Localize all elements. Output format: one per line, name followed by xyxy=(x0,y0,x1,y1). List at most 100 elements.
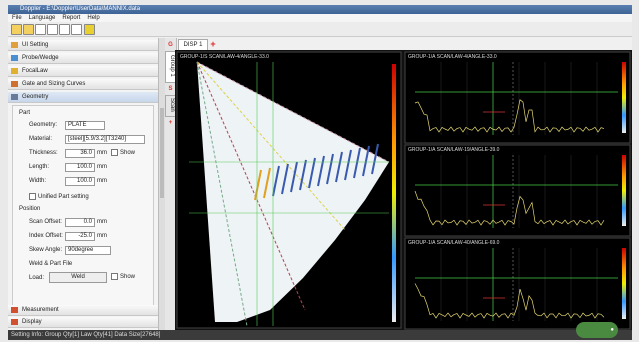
accordion-header[interactable]: Display xyxy=(8,317,158,328)
ascan-panel xyxy=(404,237,631,330)
field-input[interactable]: 36.0 xyxy=(65,149,95,158)
field-unit: mm xyxy=(97,150,107,156)
field-input[interactable]: 90degree xyxy=(65,246,111,255)
field-input[interactable]: 0.0 xyxy=(65,218,95,227)
show-checkbox[interactable]: Show xyxy=(111,149,135,156)
field-input[interactable]: 100.0 xyxy=(65,177,95,186)
app-window: Doppler - E:\Doppler\UserData\MANNIX.dat… xyxy=(8,5,632,340)
field-label: Skew Angle: xyxy=(29,247,63,253)
field-label: Length: xyxy=(29,164,50,170)
ascan-trace xyxy=(414,283,605,319)
accordion-header[interactable]: Geometry xyxy=(8,92,158,103)
accordion-header[interactable]: Probe/Wedge xyxy=(8,53,158,64)
tool-c[interactable] xyxy=(71,24,82,35)
tool-new[interactable] xyxy=(35,24,46,35)
color-bar xyxy=(622,248,626,319)
indication xyxy=(254,169,262,201)
field-label: Width: xyxy=(29,178,47,184)
geometry-group: Part Geometry: PLATE Material: [steel][5.9/3… xyxy=(12,105,154,307)
field-label: Weld & Part File xyxy=(29,261,73,267)
accordion-label: Gate and Sizing Curves xyxy=(22,81,86,87)
menu-item[interactable]: File xyxy=(12,15,22,21)
indication xyxy=(308,157,316,189)
status-text: Setting Info: Group Qty[1] Law Qty[41] D… xyxy=(11,332,161,338)
indication xyxy=(299,159,307,191)
window-title: Doppler - E:\Doppler\UserData\MANNIX.dat… xyxy=(20,6,141,12)
tool-b[interactable] xyxy=(59,24,70,35)
sscan-header: GROUP-1/S SCAN/LAW-4/ANGLE-33.0 xyxy=(180,54,269,60)
tool-a[interactable] xyxy=(47,24,58,35)
toolbar xyxy=(8,22,632,37)
title-bar: Doppler - E:\Doppler\UserData\MANNIX.dat… xyxy=(8,5,632,14)
field-label: Geometry: xyxy=(29,122,58,128)
color-bar xyxy=(392,64,396,322)
ascan-header: GROUP-1/A SCAN/LAW-4/ANGLE-33.0 xyxy=(408,54,497,60)
sscan-line xyxy=(196,61,306,311)
menu-item[interactable]: Language xyxy=(28,15,56,21)
field-unit: mm xyxy=(97,178,107,184)
accordion-label: UI Setting xyxy=(22,42,49,48)
indication xyxy=(371,143,379,175)
group-heading: Position xyxy=(19,206,41,212)
indication xyxy=(335,151,343,183)
sscan-fan xyxy=(197,62,389,322)
field-input[interactable]: -25.0 xyxy=(65,232,95,241)
checkbox-label: Unified Part setting xyxy=(38,194,89,201)
field-label: Index Offset: xyxy=(29,233,63,239)
field-unit: mm xyxy=(97,164,107,170)
field-input[interactable]: [steel][5.9/3.2][T3240] xyxy=(65,135,145,144)
add-tab[interactable]: + xyxy=(210,39,216,49)
field-label: Scan Offset: xyxy=(29,219,62,225)
ascan-header: GROUP-1/A SCAN/LAW-19/ANGLE-39.0 xyxy=(408,147,500,153)
sscan-line xyxy=(196,61,346,231)
accordion-label: Measurement xyxy=(22,307,59,313)
tool-save[interactable] xyxy=(23,24,34,35)
menu-bar: File Language Report Help xyxy=(8,14,632,22)
ascan-panel xyxy=(404,144,631,237)
indication xyxy=(263,167,271,199)
accordion-label: Probe/Wedge xyxy=(22,55,59,61)
accordion-label: FocalLaw xyxy=(22,68,48,74)
accordion-label: Geometry xyxy=(22,94,49,100)
tool-d[interactable] xyxy=(84,24,95,35)
indication xyxy=(281,163,289,195)
indication xyxy=(362,145,370,177)
accordion-header[interactable]: Gate and Sizing Curves xyxy=(8,79,158,90)
indication xyxy=(290,161,298,193)
checkbox-label: Show xyxy=(120,150,136,157)
accordion-header[interactable]: FocalLaw xyxy=(8,66,158,77)
field-label: Material: xyxy=(29,136,53,142)
checkbox-label: Show xyxy=(120,274,136,281)
unified-checkbox[interactable]: Unified Part setting xyxy=(29,193,89,200)
sscan-line xyxy=(196,61,390,163)
ascan-trace xyxy=(414,99,605,133)
field-input[interactable]: PLATE xyxy=(65,121,105,130)
menu-item[interactable]: Help xyxy=(87,15,100,21)
weld-button[interactable]: Weld xyxy=(49,272,107,283)
ascan-header: GROUP-1/A SCAN/LAW-40/ANGLE-69.0 xyxy=(408,240,500,246)
field-label: Thickness: xyxy=(29,150,58,156)
show-checkbox[interactable]: Show xyxy=(111,273,135,280)
indication xyxy=(353,147,361,179)
accordion-label: Display xyxy=(22,319,42,325)
ascan-trace xyxy=(414,190,605,226)
indication xyxy=(326,153,334,185)
color-bar xyxy=(622,62,626,133)
menu-item[interactable]: Report xyxy=(62,15,81,21)
color-bar xyxy=(622,155,626,226)
status-bar: Setting Info: Group Qty[1] Law Qty[41] D… xyxy=(8,330,632,340)
indication xyxy=(272,165,280,197)
field-input[interactable]: 100.0 xyxy=(65,163,95,172)
group-heading: Part xyxy=(19,110,31,116)
field-unit: mm xyxy=(97,219,107,225)
tool-open[interactable] xyxy=(11,24,22,35)
field-label: Load: xyxy=(29,275,45,281)
accordion-header[interactable]: UI Setting xyxy=(8,40,158,51)
indication xyxy=(344,149,352,181)
accordion-header[interactable]: Measurement xyxy=(8,305,158,316)
field-unit: mm xyxy=(97,233,107,239)
indication xyxy=(317,155,325,187)
scrollbar xyxy=(159,38,165,330)
left-panel: UI Setting Probe/Wedge FocalLaw Gate and Si… xyxy=(8,38,159,330)
